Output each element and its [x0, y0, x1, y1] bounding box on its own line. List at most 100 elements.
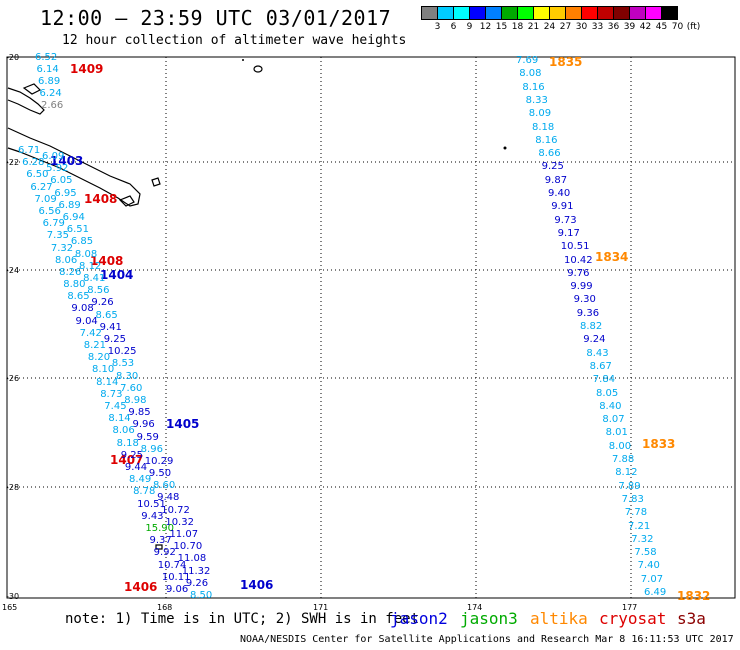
wave-height-label: 8.56 [87, 285, 110, 297]
wave-height-label: 8.96 [140, 443, 163, 455]
wave-height-label: 7.21 [628, 520, 651, 532]
pass-label: 1403 [50, 154, 84, 168]
wave-height-label: 8.09 [528, 108, 552, 120]
credit-line: NOAA/NESDIS Center for Satellite Applica… [240, 634, 734, 645]
wave-height-label: 7.88 [612, 454, 635, 465]
wave-height-label: 9.73 [554, 214, 577, 226]
wave-height-label: 9.41 [99, 321, 122, 333]
wave-height-label: 9.30 [573, 294, 596, 306]
map-subtitle: 12 hour collection of altimeter wave hei… [62, 33, 407, 48]
scale-swatch [661, 6, 678, 20]
wave-height-label: 8.66 [538, 148, 561, 160]
wave-height-label: 8.16 [535, 134, 558, 146]
wave-height-label: 7.40 [637, 560, 660, 572]
scale-tick-label: 42 [639, 22, 652, 32]
pass-label: 1404 [100, 268, 134, 282]
legend-cryosat: cryosat [599, 609, 667, 628]
wave-height-label: 6.89 [38, 76, 61, 87]
wave-height-label: 10.70 [173, 541, 203, 553]
lat-label: -28 [6, 483, 20, 492]
scale-tick-label: 9 [466, 22, 473, 32]
wave-height-label: 6.94 [62, 212, 85, 224]
lon-label: 177 [622, 603, 638, 612]
wave-height-label: 8.14 [108, 413, 131, 425]
scale-tick-label: 45 [655, 22, 668, 32]
pass-label: 1833 [642, 437, 676, 451]
wave-height-label: 8.14 [96, 376, 119, 388]
wave-height-label: 8.08 [519, 68, 542, 80]
map-title: 12:00 – 23:59 UTC 03/01/2017 [40, 6, 392, 30]
wave-height-label: 8.12 [79, 260, 102, 272]
wave-height-label: 9.85 [128, 407, 151, 419]
wave-height-label: 8.67 [589, 360, 612, 372]
scale-tick-label: 24 [543, 22, 556, 32]
pass-label: 1832 [677, 589, 711, 603]
scale-tick-label: 39 [623, 22, 636, 32]
legend-altika: altika [530, 609, 588, 628]
color-scale-bar [421, 6, 678, 20]
wave-height-label: 8.26 [59, 266, 82, 278]
wave-height-label: 8.10 [91, 364, 115, 376]
wave-height-label: 8.49 [128, 474, 152, 486]
wave-height-label: 11.32 [181, 565, 211, 577]
wave-height-label: 7.07 [640, 573, 664, 585]
wave-height-label: 9.59 [136, 431, 159, 443]
scale-tick-label: 18 [511, 22, 524, 32]
wave-height-label: 6.79 [42, 218, 65, 230]
coastline [7, 65, 263, 550]
wave-height-label: 9.26 [91, 297, 114, 309]
wave-height-label: 6.28 [22, 157, 45, 169]
wave-height-label: 6.85 [70, 236, 94, 248]
wave-height-label: 9.48 [157, 492, 180, 504]
wave-height-label: 7.32 [631, 533, 654, 545]
scale-tick-label: 30 [575, 22, 588, 32]
wave-height-label: 7.60 [120, 382, 143, 394]
wave-height-label: 9.17 [557, 227, 580, 239]
wave-height-label: 10.29 [144, 455, 174, 467]
lat-label: -24 [6, 266, 20, 275]
wave-height-label: 9.04 [75, 315, 98, 327]
wave-height-label: 10.11 [161, 571, 191, 583]
wave-height-label: 9.99 [570, 281, 593, 293]
wave-height-label: 8.98 [124, 394, 147, 406]
wave-height-label: 8.21 [83, 340, 107, 352]
scale-tick-label: 70 [671, 22, 684, 32]
wave-height-label: 9.25 [541, 161, 564, 173]
wave-height-label: 9.91 [551, 201, 574, 213]
wave-height-label: 10.32 [165, 516, 194, 528]
pass-label: 1409 [70, 62, 104, 76]
wave-height-label: 8.00 [608, 440, 632, 452]
lon-label: 171 [313, 603, 329, 612]
wave-height-label: 8.01 [605, 427, 628, 439]
wave-height-label: 8.65 [67, 291, 90, 303]
legend-jason3: jason3 [460, 609, 518, 628]
wave-height-label: 6.49 [644, 587, 667, 598]
wave-height-label: 8.60 [153, 480, 176, 492]
lat-label: -30 [6, 592, 20, 601]
wave-height-label: 10.25 [107, 346, 137, 358]
island-dot [242, 59, 244, 61]
wave-height-label: 6.24 [39, 88, 62, 99]
wave-height-label: 7.83 [621, 493, 644, 505]
wave-height-label: 7.89 [618, 480, 641, 492]
wave-height-label: 8.08 [74, 248, 98, 260]
graticule [7, 57, 735, 598]
wave-height-label: 7.32 [50, 242, 74, 254]
wave-height-label: 8.40 [599, 400, 622, 412]
wave-height-label: 8.73 [100, 388, 123, 400]
pass-label: 1835 [549, 55, 583, 69]
wave-height-label: 10.51 [560, 241, 590, 253]
wave-height-label: 8.30 [116, 370, 139, 382]
wave-height-label: 9.08 [71, 303, 94, 315]
pass-label: 1405 [166, 417, 200, 431]
wave-height-label: 8.43 [586, 347, 609, 359]
scale-tick-label: (ft) [686, 22, 701, 32]
scale-tick-label: 3 [434, 22, 441, 32]
wave-height-label: 6.71 [18, 145, 41, 156]
scale-tick-label: 33 [591, 22, 604, 32]
scale-tick-label: 21 [527, 22, 540, 32]
wave-height-label: 7.69 [516, 55, 539, 66]
legend-s3a: s3a [677, 609, 706, 628]
wave-height-label: 8.06 [112, 425, 135, 437]
lon-label: 168 [157, 603, 173, 612]
